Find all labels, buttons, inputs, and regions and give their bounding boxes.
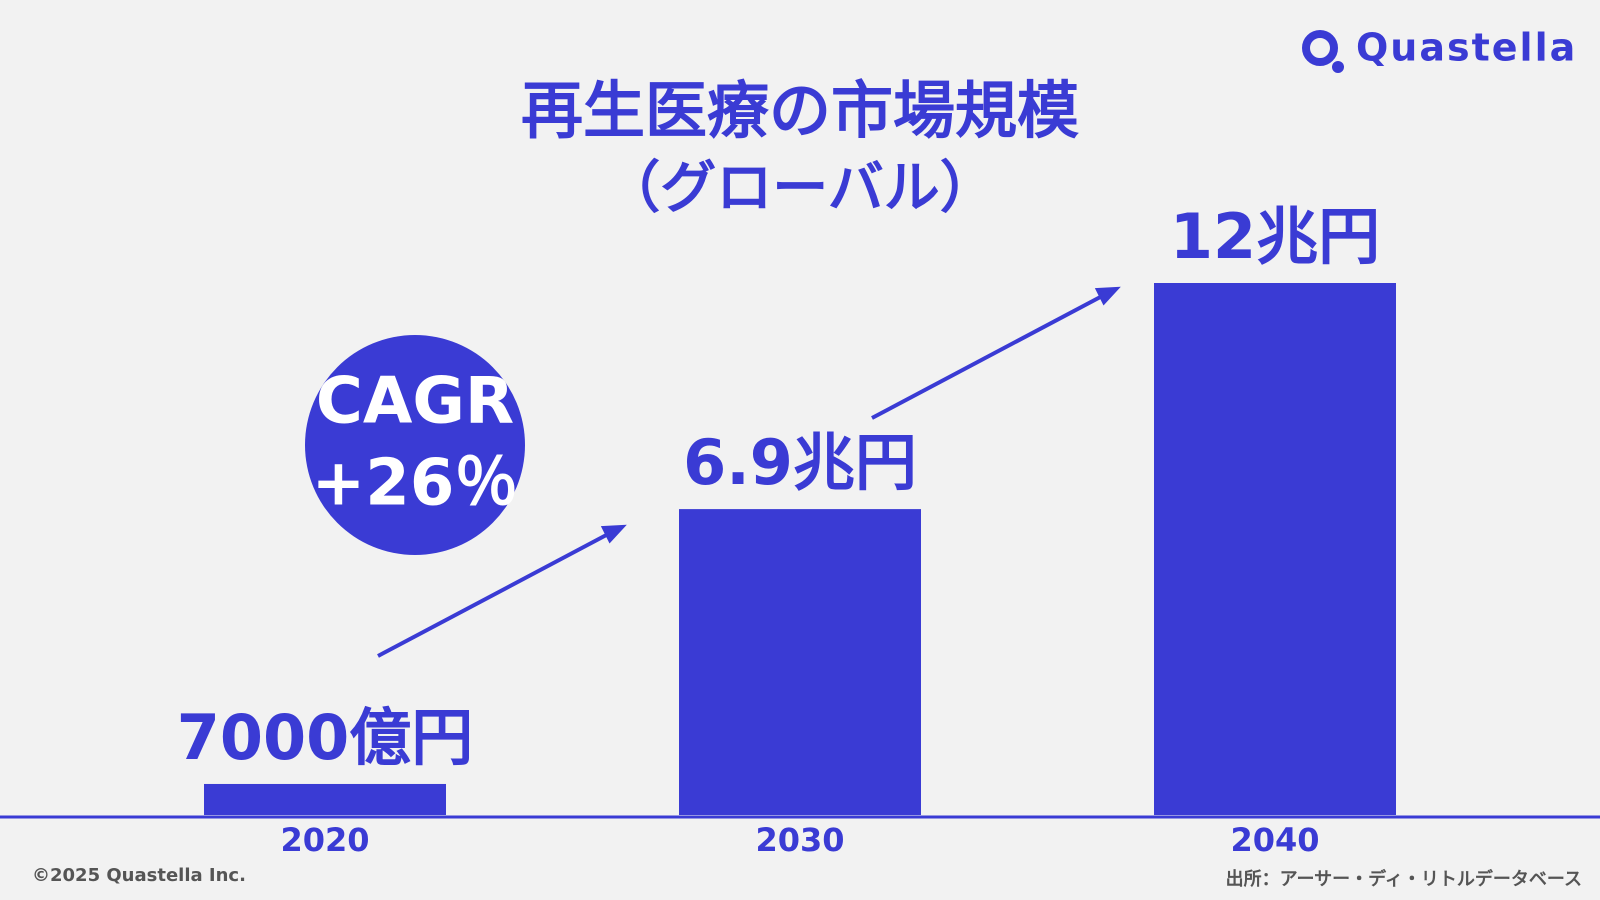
arrow bbox=[377, 530, 613, 658]
arrow bbox=[871, 292, 1107, 420]
x-tick-label: 2040 bbox=[1230, 821, 1319, 859]
bar bbox=[1154, 283, 1396, 815]
arrows bbox=[377, 286, 1121, 658]
chart-title: 再生医療の市場規模 bbox=[521, 74, 1079, 147]
logo-dot bbox=[1332, 61, 1344, 73]
x-tick-label: 2030 bbox=[755, 821, 844, 859]
logo: Quastella bbox=[1302, 26, 1577, 73]
cagr-label: CAGR bbox=[316, 365, 514, 439]
copyright: ©2025 Quastella Inc. bbox=[32, 865, 246, 886]
cagr-value: +26％ bbox=[312, 447, 519, 521]
arrow-head bbox=[600, 524, 627, 544]
bar bbox=[679, 509, 921, 815]
value-label: 7000億円 bbox=[177, 701, 474, 774]
value-label: 12兆円 bbox=[1170, 200, 1380, 273]
value-label: 6.9兆円 bbox=[683, 426, 917, 499]
cagr-badge bbox=[305, 335, 525, 555]
chart-subtitle: （グローバル） bbox=[604, 156, 995, 221]
source: 出所：アーサー・ディ・リトルデータベース bbox=[1226, 868, 1582, 890]
arrow-head bbox=[1094, 286, 1121, 306]
bar bbox=[204, 783, 446, 815]
logo-icon bbox=[1302, 30, 1338, 66]
logo-text: Quastella bbox=[1356, 26, 1577, 70]
x-tick-label: 2020 bbox=[280, 821, 369, 859]
